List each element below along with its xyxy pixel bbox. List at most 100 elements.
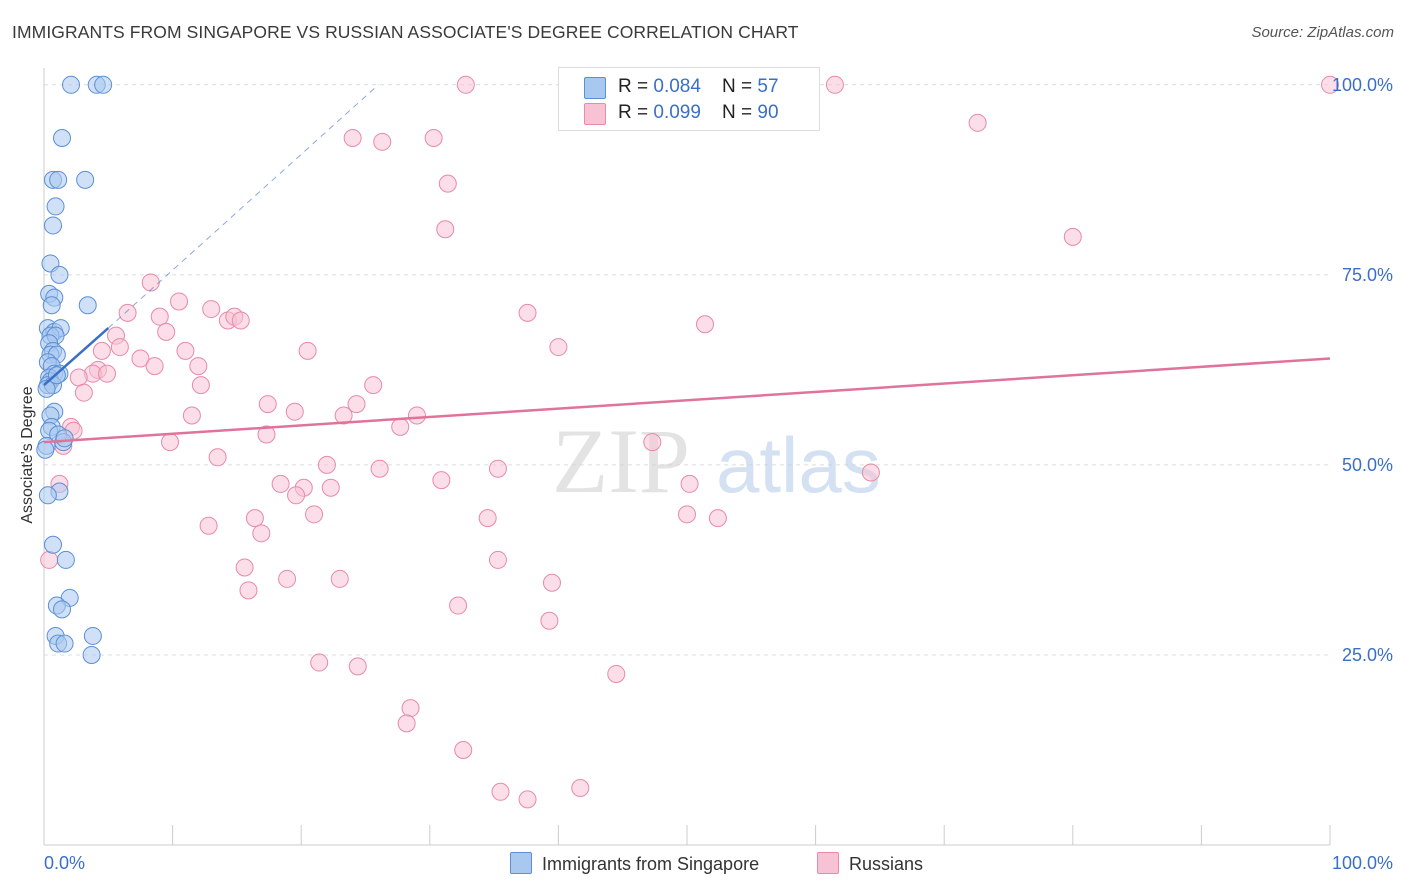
- trend-lines: [43, 84, 1331, 444]
- point-russians: [334, 406, 353, 425]
- point-russians: [364, 376, 383, 395]
- legend-swatch-russians: [817, 852, 839, 874]
- point-russians: [157, 322, 176, 341]
- point-russians: [257, 425, 276, 444]
- point-singapore: [55, 634, 74, 653]
- legend-r-label: R =: [618, 102, 654, 123]
- point-russians: [488, 459, 507, 478]
- legend-r-label: R =: [618, 76, 654, 97]
- point-singapore: [53, 600, 72, 619]
- y-tick-label: 100.0%: [1332, 75, 1393, 95]
- point-russians: [708, 509, 727, 528]
- legend-r-value: 0.099: [653, 102, 701, 123]
- point-russians: [438, 174, 457, 193]
- point-russians: [424, 129, 443, 148]
- point-singapore: [42, 296, 61, 315]
- point-russians: [370, 459, 389, 478]
- point-russians: [252, 524, 271, 543]
- watermark-atlas: atlas: [716, 421, 881, 509]
- point-russians: [449, 596, 468, 615]
- point-russians: [542, 573, 561, 592]
- point-russians: [110, 338, 129, 357]
- trend-singapore-extended: [107, 84, 379, 329]
- tick-labels: 25.0% 50.0% 75.0% 100.0% 0.0% 100.0%: [44, 75, 1393, 873]
- trend-singapore: [43, 327, 110, 387]
- point-russians: [432, 471, 451, 490]
- point-russians: [348, 657, 367, 676]
- point-russians: [488, 550, 507, 569]
- x-tick-label: 0.0%: [44, 853, 85, 873]
- legend-n-value: 90: [757, 102, 779, 123]
- point-russians: [491, 782, 510, 801]
- trend-russians: [43, 357, 1331, 444]
- legend-n-label: N =: [722, 76, 758, 97]
- point-russians: [549, 338, 568, 357]
- point-russians: [40, 550, 59, 569]
- point-russians: [208, 448, 227, 467]
- point-russians: [540, 611, 559, 630]
- point-russians: [271, 474, 290, 493]
- point-russians: [607, 664, 626, 683]
- point-russians: [141, 273, 160, 292]
- y-tick-label: 50.0%: [1342, 455, 1393, 475]
- point-russians: [454, 740, 473, 759]
- legend-item-russians: Russians: [817, 852, 923, 875]
- point-russians: [74, 383, 93, 402]
- y-axis-label: Associate's Degree: [19, 386, 36, 524]
- point-singapore: [49, 170, 68, 189]
- point-russians: [1063, 227, 1082, 246]
- point-russians: [182, 406, 201, 425]
- point-russians: [401, 699, 420, 718]
- point-russians: [321, 478, 340, 497]
- point-singapore: [50, 265, 69, 284]
- point-russians: [343, 129, 362, 148]
- watermark-zip: ZIP: [552, 410, 690, 512]
- point-singapore: [36, 440, 55, 459]
- legend-r-value: 0.084: [653, 76, 701, 97]
- point-russians: [968, 113, 987, 132]
- point-singapore: [44, 535, 63, 554]
- point-russians: [285, 402, 304, 421]
- legend-n-label: N =: [722, 102, 758, 123]
- point-singapore: [83, 626, 102, 645]
- point-russians: [317, 455, 336, 474]
- point-russians: [161, 433, 180, 452]
- point-russians: [69, 368, 88, 387]
- point-russians: [231, 311, 250, 330]
- point-russians: [1321, 75, 1339, 94]
- point-russians: [825, 75, 844, 94]
- point-singapore: [37, 379, 56, 398]
- point-russians: [239, 581, 258, 600]
- point-russians: [145, 357, 164, 376]
- point-russians: [202, 300, 221, 319]
- point-russians: [310, 653, 329, 672]
- point-russians: [330, 569, 349, 588]
- point-russians: [118, 303, 137, 322]
- point-russians: [98, 364, 117, 383]
- series-singapore: [36, 75, 113, 664]
- point-russians: [258, 395, 277, 414]
- series-russians: [40, 75, 1339, 809]
- point-russians: [199, 516, 218, 535]
- point-russians: [518, 303, 537, 322]
- point-singapore: [46, 197, 65, 216]
- point-russians: [456, 75, 475, 94]
- point-russians: [235, 558, 254, 577]
- source-label: Source: ZipAtlas.com: [1251, 24, 1394, 41]
- legend-item-singapore: Immigrants from Singapore: [510, 852, 759, 875]
- point-russians: [305, 505, 324, 524]
- legend-swatch-russians: [584, 103, 606, 125]
- point-singapore: [62, 75, 81, 94]
- x-tick-label: 100.0%: [1332, 853, 1393, 873]
- point-russians: [518, 790, 537, 809]
- point-russians: [245, 509, 264, 528]
- point-russians: [131, 349, 150, 368]
- point-singapore: [76, 170, 95, 189]
- legend-swatch-singapore: [510, 852, 532, 874]
- point-russians: [478, 509, 497, 528]
- point-russians: [287, 486, 306, 505]
- legend-n-value: 57: [757, 76, 779, 97]
- point-russians: [373, 132, 392, 151]
- point-russians: [176, 341, 195, 360]
